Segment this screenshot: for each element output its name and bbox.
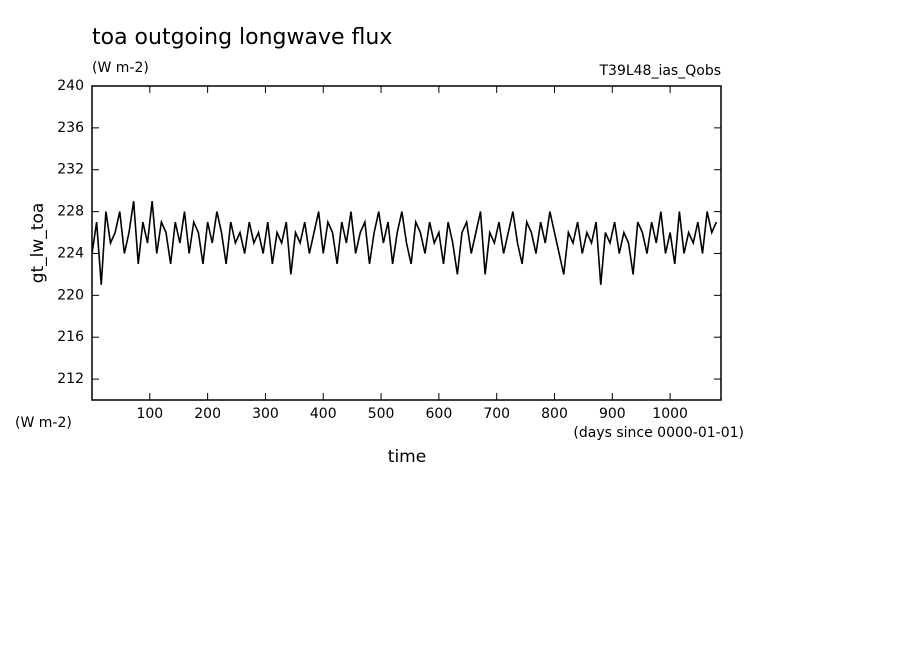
y-units: (W m-2) — [15, 415, 72, 431]
x-tick-label: 700 — [483, 406, 510, 422]
x-tick-label: 600 — [426, 406, 453, 422]
chart-title: toa outgoing longwave flux — [92, 25, 392, 50]
y-tick-label: 216 — [57, 329, 84, 345]
plot-frame — [91, 85, 722, 401]
y-tick-label: 228 — [57, 204, 84, 220]
y-tick-label: 236 — [57, 120, 84, 136]
y-tick-label: 240 — [57, 78, 84, 94]
y-tick-label: 220 — [57, 287, 84, 303]
x-tick-label: 1000 — [652, 406, 688, 422]
y-tick-label: 224 — [57, 245, 84, 261]
y-tick-label: 212 — [57, 371, 84, 387]
x-tick-label: 200 — [194, 406, 221, 422]
x-units: (days since 0000-01-01) — [573, 425, 744, 441]
x-tick-label: 800 — [541, 406, 568, 422]
data-line — [91, 201, 718, 285]
x-tick-label: 300 — [252, 406, 279, 422]
x-tick-label: 900 — [599, 406, 626, 422]
y-tick-label: 232 — [57, 162, 84, 178]
y-axis-label: gt_lw_toa — [28, 203, 48, 284]
subtitle: (W m-2) — [92, 60, 149, 76]
x-tick-label: 400 — [310, 406, 337, 422]
x-tick-label: 500 — [368, 406, 395, 422]
x-axis-label: time — [388, 447, 426, 467]
annotation: T39L48_ias_Qobs — [598, 63, 721, 79]
x-tick-label: 100 — [136, 406, 163, 422]
